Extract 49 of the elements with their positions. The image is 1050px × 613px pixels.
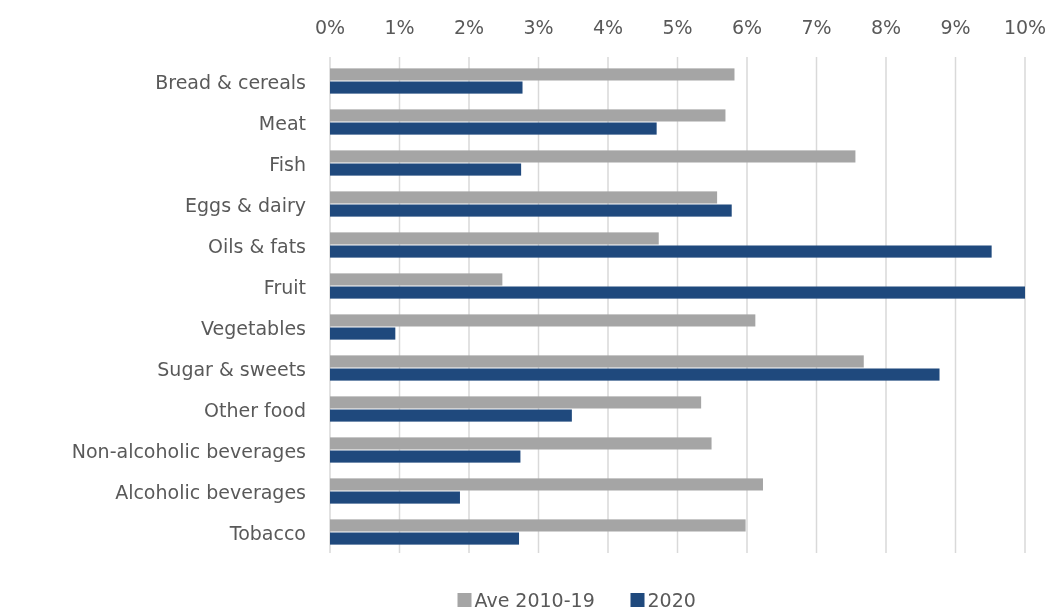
y-tick-label: Fruit [263, 275, 306, 298]
y-tick-label: Tobacco [228, 521, 306, 544]
bar [330, 368, 940, 381]
bar [330, 491, 460, 504]
bar [330, 314, 756, 327]
bar [330, 232, 659, 245]
x-tick-label: 2% [453, 16, 485, 38]
y-tick-label: Eggs & dairy [185, 193, 306, 216]
bar [330, 396, 702, 409]
x-tick-label: 4% [592, 16, 624, 38]
x-tick-label: 9% [940, 16, 971, 38]
y-tick-label: Other food [204, 398, 306, 421]
legend-label: 2020 [647, 589, 696, 611]
y-tick-label: Fish [269, 152, 306, 175]
bar [330, 245, 992, 258]
x-tick-label: 10% [1003, 16, 1047, 38]
x-tick-label: 3% [523, 16, 554, 38]
bar [330, 191, 718, 204]
y-tick-label: Alcoholic beverages [115, 480, 306, 503]
bar [330, 519, 746, 532]
y-tick-label: Meat [258, 111, 306, 134]
bar [330, 327, 396, 340]
bar [330, 163, 522, 176]
x-tick-label: 7% [801, 16, 832, 38]
bar [330, 286, 1025, 299]
x-tick-label: 0% [314, 16, 346, 38]
bar [330, 355, 864, 368]
bar [330, 437, 712, 450]
x-tick-label: 8% [870, 16, 902, 38]
x-tick-label: 6% [731, 16, 763, 38]
x-tick-label: 5% [662, 16, 693, 38]
x-tick-label: 1% [384, 16, 415, 38]
y-tick-label: Bread & cereals [155, 70, 306, 93]
bar [330, 532, 520, 545]
y-tick-label: Sugar & sweets [157, 357, 306, 380]
y-tick-label: Oils & fats [208, 234, 306, 257]
y-tick-label: Non-alcoholic beverages [71, 439, 306, 462]
bar [330, 109, 726, 122]
bar [330, 122, 657, 135]
bar [330, 478, 763, 491]
bar [330, 450, 521, 463]
y-tick-label: Vegetables [201, 316, 306, 339]
bar [330, 150, 856, 163]
bar [330, 68, 735, 81]
bar [330, 409, 572, 422]
bar [330, 273, 503, 286]
legend-label: Ave 2010-19 [474, 589, 595, 611]
bar [330, 81, 523, 94]
bar [330, 204, 732, 217]
